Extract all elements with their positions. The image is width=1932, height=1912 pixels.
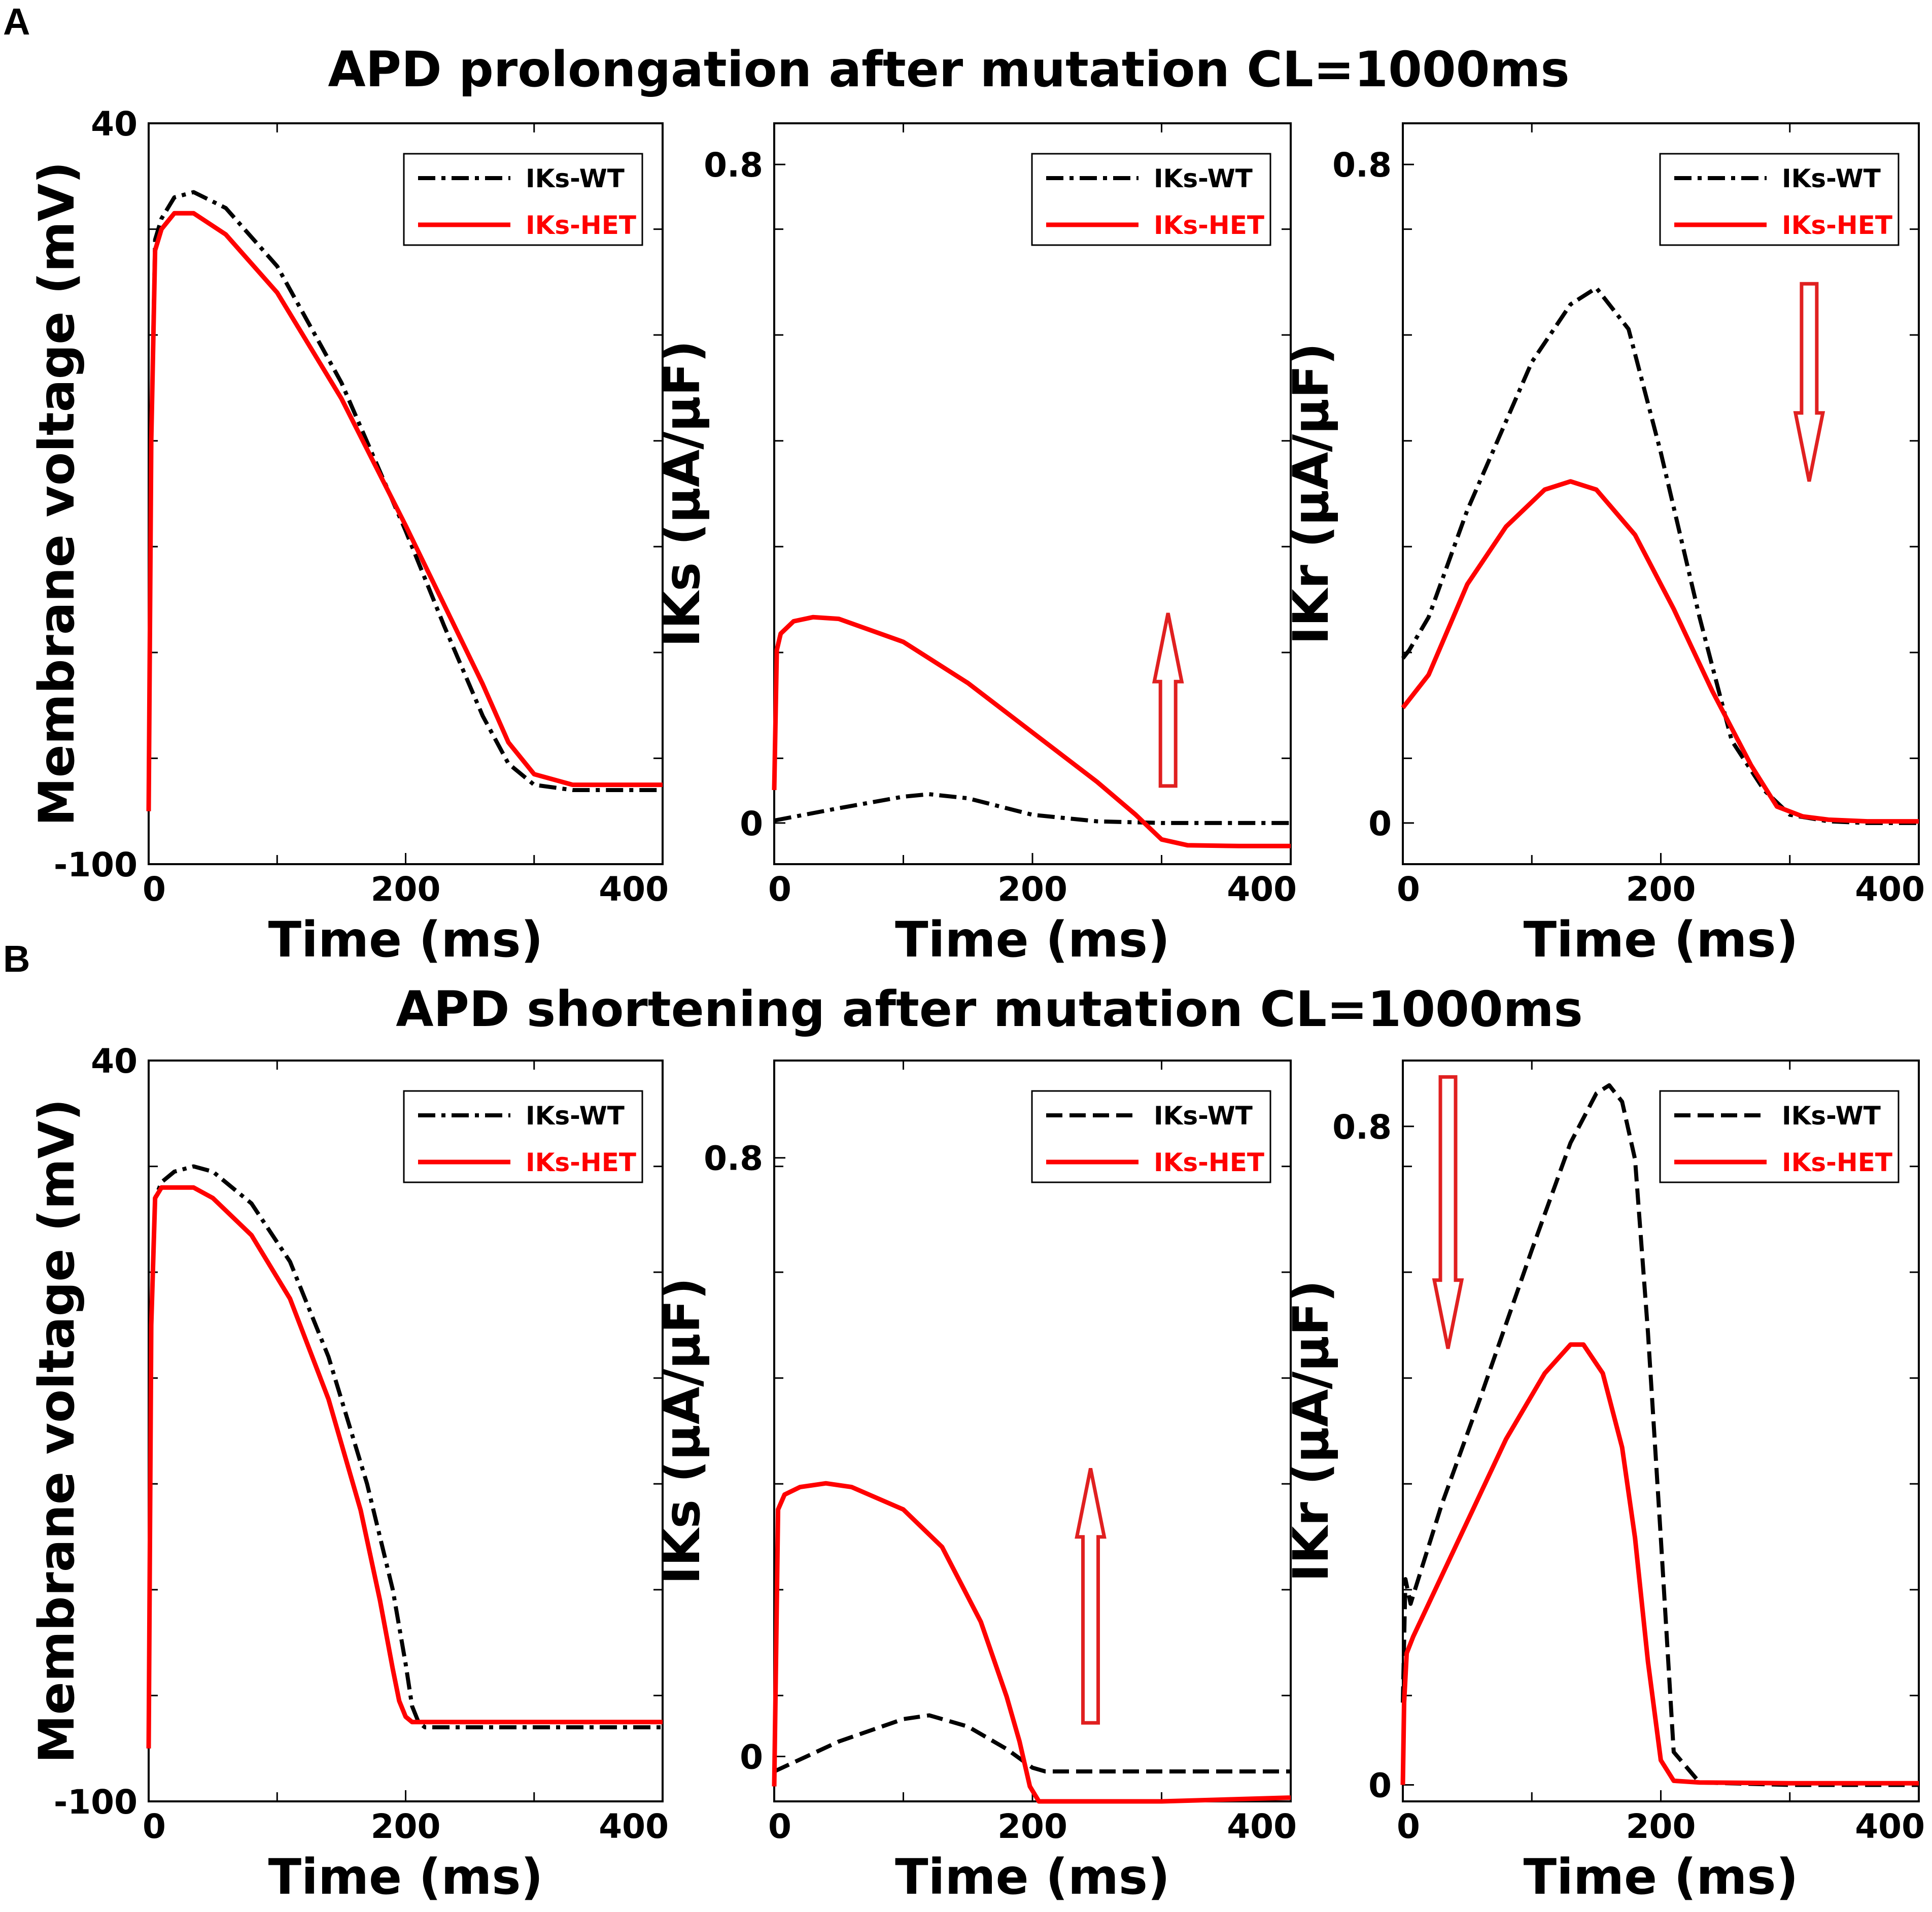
x-tick-label: 400 (1227, 1807, 1297, 1846)
y-tick-label: 0 (1368, 804, 1392, 843)
y-axis-label: Membrane voltage (mV) (28, 161, 85, 826)
legend-label-iks-het: IKs-HET (1154, 211, 1264, 240)
legend-label-iks-het: IKs-HET (1154, 1148, 1264, 1177)
arrow-up-icon (1152, 612, 1184, 788)
series-line-iks-het (772, 614, 1291, 848)
series-line-iks-het (772, 1481, 1291, 1804)
legend: IKs-WT IKs-HET (1031, 1090, 1271, 1183)
legend-label-iks-het: IKs-HET (526, 211, 636, 240)
legend-label-iks-wt: IKs-WT (1154, 1101, 1253, 1131)
y-axis-label: IKs (μA/μF) (654, 340, 711, 647)
legend: IKs-WT IKs-HET (1031, 153, 1271, 246)
y-tick-label: 0.8 (704, 1139, 763, 1178)
x-tick-label: 0 (768, 1807, 791, 1846)
legend-label-iks-het: IKs-HET (1782, 211, 1892, 240)
legend-label-iks-wt: IKs-WT (526, 164, 625, 193)
x-tick-label: 400 (1227, 870, 1297, 909)
series-line-iks-het (1401, 479, 1919, 824)
x-tick-label: 0 (1397, 1807, 1420, 1846)
legend: IKs-WT IKs-HET (403, 1090, 643, 1183)
y-axis-label: IKr (μA/μF) (1283, 1280, 1339, 1582)
x-axis-label: Time (ms) (268, 911, 543, 968)
x-axis-label: Time (ms) (895, 911, 1170, 968)
x-axis-label: Time (ms) (895, 1849, 1170, 1905)
y-tick-label: -100 (54, 1783, 137, 1822)
arrow-up-icon (1075, 1468, 1107, 1725)
y-tick-label: 0.8 (1332, 1108, 1392, 1147)
x-tick-label: 400 (599, 1807, 669, 1846)
x-tick-label: 200 (371, 1807, 441, 1846)
legend-box (1659, 1090, 1900, 1183)
y-axis-label: IKs (μA/μF) (654, 1278, 711, 1585)
x-tick-label: 0 (143, 870, 166, 909)
legend-label-iks-wt: IKs-WT (526, 1101, 625, 1131)
legend: IKs-WT IKs-HET (1659, 153, 1900, 246)
legend-label-iks-wt: IKs-WT (1154, 164, 1253, 193)
legend: IKs-WT IKs-HET (1659, 1090, 1900, 1183)
y-tick-label: 0 (740, 804, 763, 843)
legend-box (403, 153, 643, 246)
panel-title-a: APD prolongation after mutation CL=1000m… (328, 41, 1569, 98)
y-tick-label: 0.8 (1332, 146, 1392, 185)
legend-label-iks-wt: IKs-WT (1782, 164, 1881, 193)
series-line-iks-wt (774, 792, 1291, 825)
series-line-iks-wt (773, 1713, 1291, 1773)
legend-box (1659, 153, 1900, 246)
series-line-iks-het (1400, 1342, 1919, 1786)
y-tick-label: 40 (91, 105, 137, 144)
x-axis-label: Time (ms) (268, 1849, 543, 1905)
x-tick-label: 200 (1626, 1807, 1696, 1846)
panel-title-b: APD shortening after mutation CL=1000ms (396, 981, 1583, 1038)
x-tick-label: 200 (997, 1807, 1067, 1846)
x-tick-label: 0 (768, 870, 791, 909)
series-line-iks-het (146, 211, 663, 811)
legend-box (1031, 1090, 1271, 1183)
y-tick-label: 40 (91, 1042, 137, 1081)
x-tick-label: 400 (1855, 870, 1925, 909)
y-tick-label: 0.8 (704, 146, 763, 185)
legend: IKs-WT IKs-HET (403, 153, 643, 246)
panel-letter-a: A (3, 1, 30, 43)
x-tick-label: 400 (1855, 1807, 1925, 1846)
x-tick-label: 200 (371, 870, 441, 909)
series-line-iks-wt (1401, 1083, 1919, 1787)
legend-label-iks-wt: IKs-WT (1782, 1101, 1881, 1131)
x-tick-label: 200 (997, 870, 1067, 909)
legend-label-iks-het: IKs-HET (1782, 1148, 1892, 1177)
x-axis-label: Time (ms) (1524, 911, 1799, 968)
y-tick-label: 0 (740, 1738, 763, 1777)
arrow-down-icon (1793, 282, 1825, 482)
legend-box (403, 1090, 643, 1183)
legend-box (1031, 153, 1271, 246)
x-tick-label: 0 (1397, 870, 1420, 909)
subplot-a1: 0 200 400 -100 40 Time (ms) Membrane voltage (… (28, 105, 669, 968)
legend-label-iks-het: IKs-HET (526, 1148, 636, 1177)
series-line-iks-wt (147, 190, 663, 811)
y-tick-label: -100 (54, 845, 137, 884)
series-line-iks-het (146, 1185, 663, 1749)
panel-letter-b: B (3, 938, 30, 980)
x-axis-label: Time (ms) (1524, 1849, 1799, 1905)
series-line-iks-wt (1401, 286, 1919, 825)
y-axis-label: IKr (μA/μF) (1283, 343, 1339, 645)
x-tick-label: 400 (599, 870, 669, 909)
series-line-iks-wt (147, 1164, 663, 1749)
arrow-down-icon (1432, 1075, 1464, 1349)
x-tick-label: 0 (143, 1807, 166, 1846)
y-tick-label: 0 (1368, 1766, 1392, 1805)
y-axis-label: Membrane voltage (mV) (28, 1099, 85, 1763)
subplot-b1: 0 200 400 -100 40 Time (ms) Membrane voltage (… (28, 1042, 669, 1905)
x-tick-label: 200 (1626, 870, 1696, 909)
